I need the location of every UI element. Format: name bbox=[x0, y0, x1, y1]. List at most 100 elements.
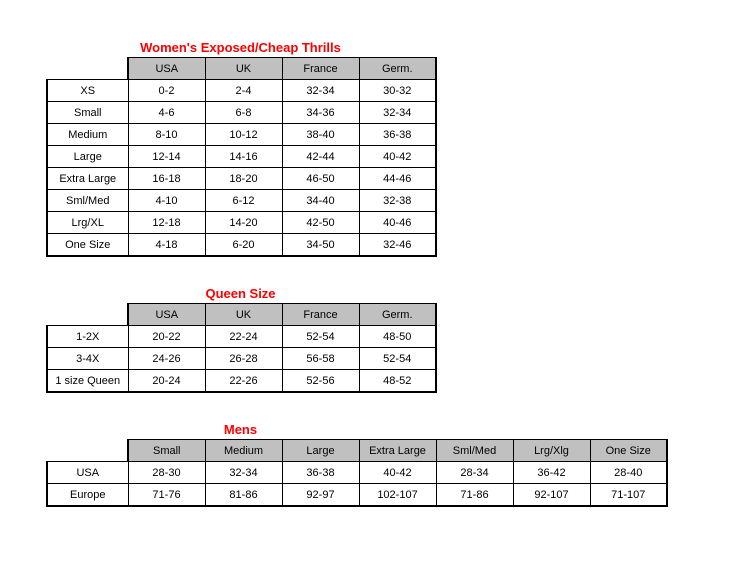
row-label: 1-2X bbox=[46, 325, 129, 348]
corner-spacer bbox=[47, 440, 128, 462]
size-cell: 36-38 bbox=[281, 461, 360, 484]
column-header: Sml/Med bbox=[435, 439, 514, 462]
row-label: Sml/Med bbox=[46, 189, 129, 212]
size-cell: 4-10 bbox=[127, 189, 206, 212]
size-cell: 30-32 bbox=[358, 79, 437, 102]
size-cell: 10-12 bbox=[204, 123, 283, 146]
size-cell: 71-107 bbox=[589, 483, 668, 507]
size-cell: 34-50 bbox=[281, 233, 360, 257]
column-header: Germ. bbox=[358, 57, 437, 80]
size-cell: 52-56 bbox=[281, 369, 360, 393]
chart-title-mens: Mens bbox=[223, 422, 258, 437]
column-header: Extra Large bbox=[358, 439, 437, 462]
size-chart-section-mens: Mens Small Medium Large Extra Large Sml/Med Lr… bbox=[46, 423, 668, 507]
table-row: XS 0-2 2-4 32-34 30-32 bbox=[46, 79, 437, 102]
size-cell: 20-24 bbox=[127, 369, 206, 393]
size-cell: 52-54 bbox=[358, 347, 437, 370]
size-table-mens: Small Medium Large Extra Large Sml/Med Lrg/Xl… bbox=[46, 439, 668, 507]
size-cell: 42-44 bbox=[281, 145, 360, 168]
size-cell: 40-46 bbox=[358, 211, 437, 234]
row-label: Europe bbox=[46, 483, 129, 507]
size-cell: 56-58 bbox=[281, 347, 360, 370]
size-chart-section-womens: Women's Exposed/Cheap Thrills USA UK France… bbox=[46, 41, 437, 257]
size-cell: 32-34 bbox=[358, 101, 437, 124]
table-row: Medium 8-10 10-12 38-40 36-38 bbox=[46, 123, 437, 146]
header-row: USA UK France Germ. bbox=[47, 303, 437, 326]
column-header: Large bbox=[281, 439, 360, 462]
size-cell: 32-38 bbox=[358, 189, 437, 212]
column-header: France bbox=[281, 57, 360, 80]
size-cell: 14-20 bbox=[204, 211, 283, 234]
table-row: 1-2X 20-22 22-24 52-54 48-50 bbox=[46, 325, 437, 348]
size-cell: 14-16 bbox=[204, 145, 283, 168]
table-row: Extra Large 16-18 18-20 46-50 44-46 bbox=[46, 167, 437, 190]
size-cell: 0-2 bbox=[127, 79, 206, 102]
size-cell: 81-86 bbox=[204, 483, 283, 507]
column-header: France bbox=[281, 303, 360, 326]
size-cell: 18-20 bbox=[204, 167, 283, 190]
size-cell: 32-46 bbox=[358, 233, 437, 257]
column-header: UK bbox=[204, 57, 283, 80]
size-cell: 40-42 bbox=[358, 145, 437, 168]
size-cell: 4-18 bbox=[127, 233, 206, 257]
size-cell: 8-10 bbox=[127, 123, 206, 146]
row-label: Large bbox=[46, 145, 129, 168]
size-cell: 6-8 bbox=[204, 101, 283, 124]
size-cell: 34-40 bbox=[281, 189, 360, 212]
table-row: One Size 4-18 6-20 34-50 32-46 bbox=[46, 233, 437, 257]
column-header: USA bbox=[127, 303, 206, 326]
table-row: 1 size Queen 20-24 22-26 52-56 48-52 bbox=[46, 369, 437, 393]
size-cell: 48-52 bbox=[358, 369, 437, 393]
size-cell: 48-50 bbox=[358, 325, 437, 348]
row-label: One Size bbox=[46, 233, 129, 257]
table-row: Lrg/XL 12-18 14-20 42-50 40-46 bbox=[46, 211, 437, 234]
row-label: Small bbox=[46, 101, 129, 124]
row-label: USA bbox=[46, 461, 129, 484]
column-header: Small bbox=[127, 439, 206, 462]
size-cell: 38-40 bbox=[281, 123, 360, 146]
column-header: Medium bbox=[204, 439, 283, 462]
size-cell: 102-107 bbox=[358, 483, 437, 507]
column-header: USA bbox=[127, 57, 206, 80]
size-cell: 12-18 bbox=[127, 211, 206, 234]
size-cell: 32-34 bbox=[204, 461, 283, 484]
size-cell: 28-30 bbox=[127, 461, 206, 484]
table-row: USA 28-30 32-34 36-38 40-42 28-34 36-42 28-40 bbox=[46, 461, 668, 484]
table-row: 3-4X 24-26 26-28 56-58 52-54 bbox=[46, 347, 437, 370]
table-row: Sml/Med 4-10 6-12 34-40 32-38 bbox=[46, 189, 437, 212]
table-row: Large 12-14 14-16 42-44 40-42 bbox=[46, 145, 437, 168]
size-cell: 22-24 bbox=[204, 325, 283, 348]
column-header: One Size bbox=[589, 439, 668, 462]
row-label: 1 size Queen bbox=[46, 369, 129, 393]
size-cell: 24-26 bbox=[127, 347, 206, 370]
size-cell: 71-86 bbox=[435, 483, 514, 507]
header-row: Small Medium Large Extra Large Sml/Med Lrg/Xl… bbox=[47, 439, 668, 462]
header-row: USA UK France Germ. bbox=[47, 57, 437, 80]
corner-spacer bbox=[47, 304, 128, 326]
size-cell: 42-50 bbox=[281, 211, 360, 234]
size-cell: 44-46 bbox=[358, 167, 437, 190]
size-cell: 16-18 bbox=[127, 167, 206, 190]
size-cell: 6-12 bbox=[204, 189, 283, 212]
size-cell: 92-107 bbox=[512, 483, 591, 507]
size-cell: 40-42 bbox=[358, 461, 437, 484]
size-cell: 92-97 bbox=[281, 483, 360, 507]
size-cell: 71-76 bbox=[127, 483, 206, 507]
size-cell: 28-34 bbox=[435, 461, 514, 484]
size-table-womens: USA UK France Germ. XS 0-2 2-4 32-34 30-32 Small 4… bbox=[46, 57, 437, 257]
column-header: UK bbox=[204, 303, 283, 326]
size-chart-section-queen: Queen Size USA UK France Germ. 1-2X 20-22 22-24… bbox=[46, 287, 437, 393]
size-cell: 52-54 bbox=[281, 325, 360, 348]
table-row: Europe 71-76 81-86 92-97 102-107 71-86 92-107 7… bbox=[46, 483, 668, 507]
size-cell: 36-42 bbox=[512, 461, 591, 484]
size-cell: 6-20 bbox=[204, 233, 283, 257]
table-row: Small 4-6 6-8 34-36 32-34 bbox=[46, 101, 437, 124]
column-header: Germ. bbox=[358, 303, 437, 326]
row-label: Medium bbox=[46, 123, 129, 146]
row-label: Lrg/XL bbox=[46, 211, 129, 234]
size-cell: 20-22 bbox=[127, 325, 206, 348]
size-cell: 28-40 bbox=[589, 461, 668, 484]
row-label: XS bbox=[46, 79, 129, 102]
size-cell: 34-36 bbox=[281, 101, 360, 124]
